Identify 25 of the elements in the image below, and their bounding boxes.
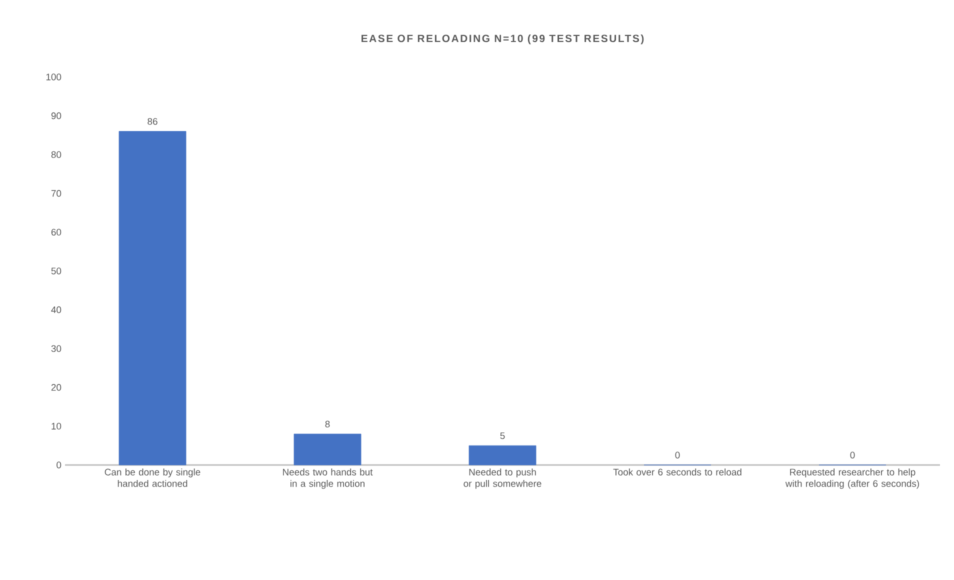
y-tick-label: 40 <box>51 306 62 314</box>
y-tick-label: 30 <box>51 345 62 352</box>
data-label: 5 <box>500 432 505 440</box>
x-tick-label: Requested researcher to help with reloading (after 6 seconds) <box>785 468 919 489</box>
data-label: 0 <box>850 452 855 458</box>
bar <box>118 131 186 466</box>
data-label: 8 <box>325 420 330 428</box>
x-tick-label: Needed to push or pull somewhere <box>464 468 542 489</box>
bar <box>468 445 536 466</box>
y-tick-label: 80 <box>51 151 62 158</box>
x-tick-label: Can be done by single handed actioned <box>104 468 200 487</box>
x-tick-label: Took over 6 seconds to reload <box>613 468 742 476</box>
chart-title: EASE OF RELOADING N=10 (99 TEST RESULTS) <box>362 34 644 44</box>
y-tick-label: 50 <box>51 268 62 274</box>
data-label: 86 <box>148 118 158 125</box>
bar <box>294 434 362 466</box>
y-tick-label: 0 <box>56 462 62 468</box>
y-tick-label: 90 <box>51 112 62 120</box>
y-tick-label: 10 <box>52 422 62 430</box>
y-tick-label: 60 <box>51 228 62 236</box>
data-label: 0 <box>675 452 680 458</box>
y-tick-label: 70 <box>51 190 62 197</box>
y-tick-label: 100 <box>46 74 62 80</box>
y-tick-label: 20 <box>51 384 62 391</box>
x-tick-label: Needs two hands but in a single motion <box>283 468 373 489</box>
